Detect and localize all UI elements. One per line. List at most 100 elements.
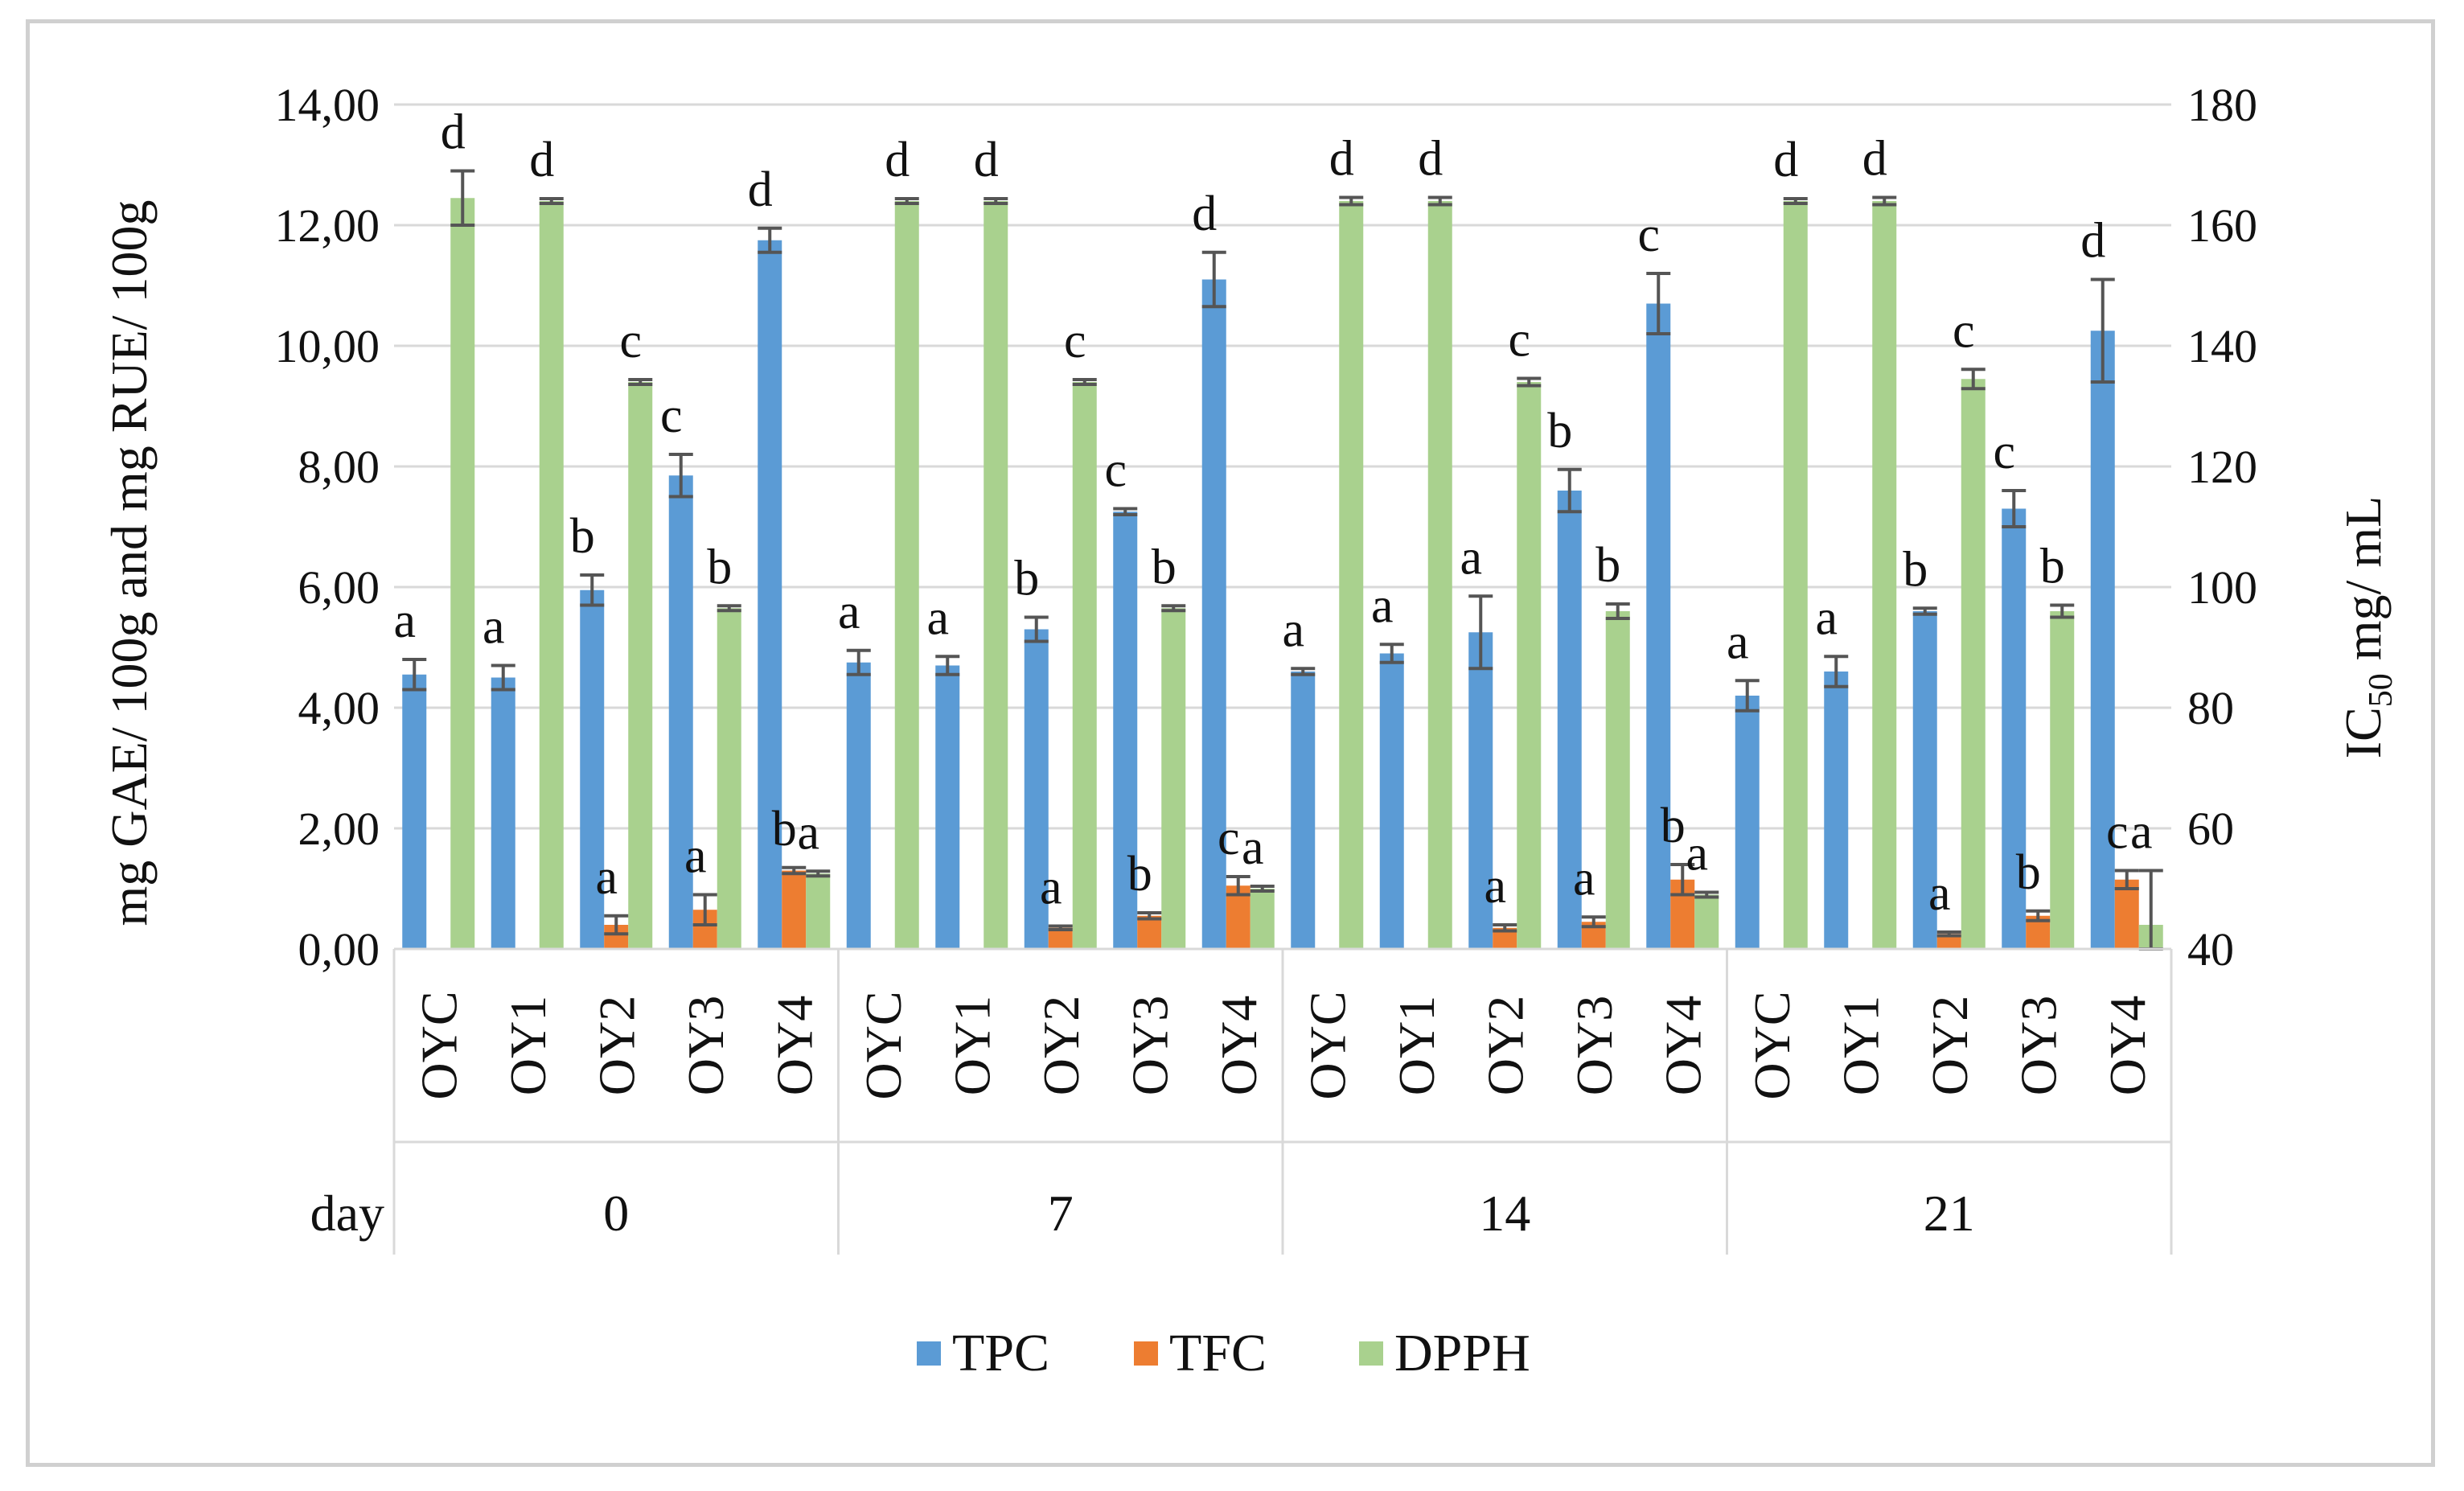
right-tick-label: 100: [2187, 561, 2257, 614]
bar-dpph: [1250, 889, 1275, 949]
significance-letter: d: [1329, 132, 1354, 187]
significance-letter: a: [1573, 851, 1595, 906]
bar-tpc: [2090, 331, 2115, 949]
significance-letter: a: [1815, 590, 1838, 645]
bar-dpph: [1783, 201, 1808, 949]
left-tick-label: 8,00: [298, 441, 380, 493]
bar-dpph: [2050, 611, 2075, 949]
bar-dpph: [1605, 611, 1630, 949]
error-bars: [402, 169, 2163, 951]
day-label: 7: [1048, 1185, 1074, 1242]
bar-tpc: [1735, 696, 1760, 949]
significance-letter: c: [1064, 314, 1086, 368]
category-label: OYC: [1743, 991, 1801, 1099]
left-tick-label: 6,00: [298, 561, 380, 614]
bar-tpc: [1824, 672, 1849, 949]
bar-tpc: [1912, 611, 1937, 949]
significance-letter: c: [1218, 811, 1240, 865]
significance-letter: a: [1040, 861, 1062, 915]
significance-letter: c: [619, 314, 642, 368]
bar-tpc: [580, 589, 605, 949]
right-axis-title-main: IC: [2335, 707, 2392, 758]
significance-letter: a: [838, 585, 860, 639]
right-tick-label: 120: [2187, 441, 2257, 493]
significance-letter: d: [441, 105, 466, 160]
significance-letter: b: [707, 540, 732, 594]
significance-letter: c: [1508, 313, 1530, 368]
significance-letter: b: [1547, 404, 1572, 458]
bar-dpph: [806, 873, 831, 949]
significance-letter: a: [483, 600, 505, 655]
significance-letter: b: [1127, 847, 1152, 902]
significance-letter: d: [748, 162, 773, 217]
significance-letter: a: [595, 850, 618, 905]
bar-tpc: [1557, 491, 1582, 949]
significance-letter: a: [797, 805, 819, 860]
significance-letter: d: [885, 133, 910, 187]
significance-letter: c: [1953, 303, 1975, 358]
category-label: OY1: [943, 996, 1000, 1095]
category-label: OYC: [855, 991, 912, 1099]
left-tick-label: 14,00: [275, 79, 380, 131]
bar-dpph: [1872, 201, 1897, 949]
gridlines: [394, 103, 2171, 951]
legend-swatch-tfc: [1134, 1341, 1158, 1366]
significance-letter: a: [1686, 827, 1708, 881]
significance-letter: c: [1993, 425, 2015, 479]
category-label: OY3: [677, 996, 734, 1095]
day-axis-label: day: [310, 1185, 384, 1242]
category-label: OY4: [2099, 996, 2156, 1095]
significance-letter: b: [1661, 799, 1686, 853]
significance-letter: a: [1371, 578, 1394, 633]
significance-letter: c: [2106, 805, 2129, 860]
bar-tpc: [668, 475, 693, 949]
bar-tfc: [1048, 927, 1073, 949]
left-axis-title: mg GAE/ 100g and mg RUE/ 100g: [101, 199, 158, 926]
bar-tpc: [491, 677, 515, 949]
category-label: OY2: [1033, 996, 1090, 1095]
bar-tpc: [402, 674, 427, 949]
significance-letter: b: [772, 802, 797, 856]
chart-frame: [26, 19, 2435, 1467]
bar-tpc: [1291, 672, 1316, 949]
bar-tpc: [1379, 653, 1404, 949]
legend: TPC TFC DPPH: [917, 1324, 1530, 1382]
category-label: OY1: [1388, 996, 1445, 1095]
bar-tpc: [1468, 632, 1493, 949]
day-label: 0: [603, 1185, 629, 1242]
right-tick-label: 140: [2187, 320, 2257, 372]
significance-letter: b: [570, 509, 595, 564]
significance-letter: d: [1418, 132, 1443, 187]
bar-dpph: [984, 201, 1008, 949]
significance-letter: d: [1773, 133, 1798, 187]
bar-dpph: [1517, 382, 1542, 949]
left-tick-label: 0,00: [298, 923, 380, 976]
bar-dpph: [539, 201, 564, 949]
bar-tfc: [2114, 879, 2139, 949]
significance-letter: c: [1637, 207, 1660, 262]
significance-letter: c: [660, 388, 683, 443]
bar-tfc: [1936, 934, 1961, 949]
category-label: OYC: [410, 991, 467, 1099]
significance-letter: b: [1903, 542, 1928, 597]
bar-dpph: [1427, 201, 1452, 949]
significance-letter: d: [1862, 132, 1887, 187]
category-label: OY2: [588, 996, 645, 1095]
right-tick-label: 160: [2187, 199, 2257, 252]
significance-letter: a: [1727, 614, 1749, 669]
bar-dpph: [1072, 382, 1097, 949]
significance-letter: a: [393, 594, 416, 648]
significance-letter: b: [2016, 845, 2041, 900]
bar-dpph: [628, 382, 653, 949]
bar-dpph: [894, 201, 919, 949]
category-label: OY1: [1832, 996, 1889, 1095]
day-label: 21: [1924, 1185, 1975, 1242]
bar-tfc: [782, 870, 807, 949]
right-tick-label: 180: [2187, 79, 2257, 131]
category-label: OY2: [1921, 996, 1978, 1095]
right-tick-label: 60: [2187, 803, 2234, 855]
bar-tpc: [1646, 303, 1671, 949]
category-label: OY2: [1476, 996, 1534, 1095]
